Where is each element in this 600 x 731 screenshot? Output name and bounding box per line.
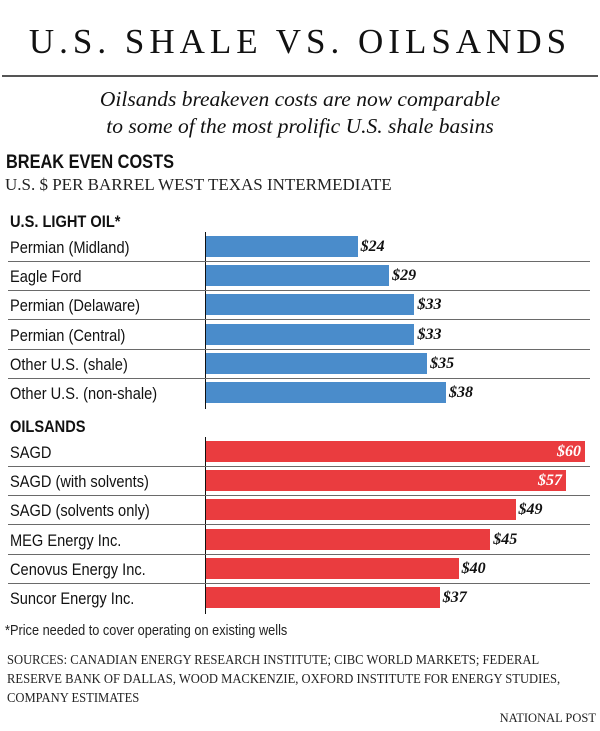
title-divider [2, 75, 598, 77]
row-separator [8, 495, 590, 497]
row-separator [8, 348, 590, 350]
category-label: Permian (Midland) [10, 238, 130, 257]
row-separator [8, 319, 590, 321]
row-separator [8, 553, 590, 555]
bar [206, 528, 491, 550]
category-label: SAGD (solvents only) [10, 501, 150, 521]
category-label: Other U.S. (non-shale) [10, 384, 158, 403]
chart-heading: BREAK EVEN COSTS [6, 152, 174, 173]
bar [206, 382, 447, 403]
group-label: U.S. LIGHT OIL* [10, 212, 121, 231]
value-label: $57 [538, 472, 563, 490]
row-separator [8, 261, 590, 262]
value-label: $33 [417, 296, 442, 314]
category-label: Cenovus Energy Inc. [10, 559, 146, 579]
category-label: Permian (Central) [10, 325, 126, 345]
bar [206, 323, 415, 345]
bar [206, 236, 358, 257]
category-label: Eagle Ford [10, 267, 82, 287]
row-separator [8, 377, 590, 379]
category-label: SAGD [10, 443, 52, 462]
value-label: $45 [493, 530, 518, 548]
value-label: $35 [430, 354, 455, 372]
bar [206, 265, 390, 287]
chart-title: U.S. SHALE VS. OILSANDS [28, 22, 572, 61]
value-label: $29 [392, 267, 417, 285]
bar [206, 557, 459, 579]
y-axis-line [205, 437, 206, 615]
sources-note: SOURCES: CANADIAN ENERGY RESEARCH INSTIT… [7, 652, 561, 705]
chart-subtitle: Oilsands breakeven costs are now compara… [0, 86, 600, 140]
bar [206, 470, 567, 492]
y-axis-line [205, 232, 206, 410]
category-label: Suncor Energy Inc. [10, 589, 135, 608]
footnote: *Price needed to cover operating on exis… [5, 623, 288, 639]
bar [206, 499, 516, 521]
publisher-credit: NATIONAL POST [499, 711, 596, 725]
chart-units: U.S. $ PER BARREL WEST TEXAS INTERMEDIAT… [5, 175, 392, 194]
row-separator [8, 524, 590, 526]
bar [206, 441, 585, 462]
category-label: SAGD (with solvents) [10, 472, 149, 492]
bar [206, 294, 415, 316]
value-label: $24 [360, 238, 385, 255]
category-label: Permian (Delaware) [10, 296, 141, 316]
value-label: $49 [518, 501, 543, 519]
group-label: OILSANDS [10, 417, 86, 436]
row-separator [8, 582, 590, 584]
row-separator [8, 466, 590, 467]
value-label: $38 [449, 384, 474, 401]
row-separator [8, 290, 590, 292]
subtitle-line-2: to some of the most prolific U.S. shale … [106, 114, 494, 138]
value-label: $40 [461, 559, 486, 577]
bar [206, 587, 440, 608]
bar [206, 352, 428, 374]
subtitle-line-1: Oilsands breakeven costs are now compara… [99, 87, 501, 111]
category-label: Other U.S. (shale) [10, 354, 128, 374]
value-label: $33 [417, 325, 442, 343]
value-label: $37 [442, 589, 467, 606]
value-label: $60 [557, 443, 581, 460]
category-label: MEG Energy Inc. [10, 530, 122, 550]
